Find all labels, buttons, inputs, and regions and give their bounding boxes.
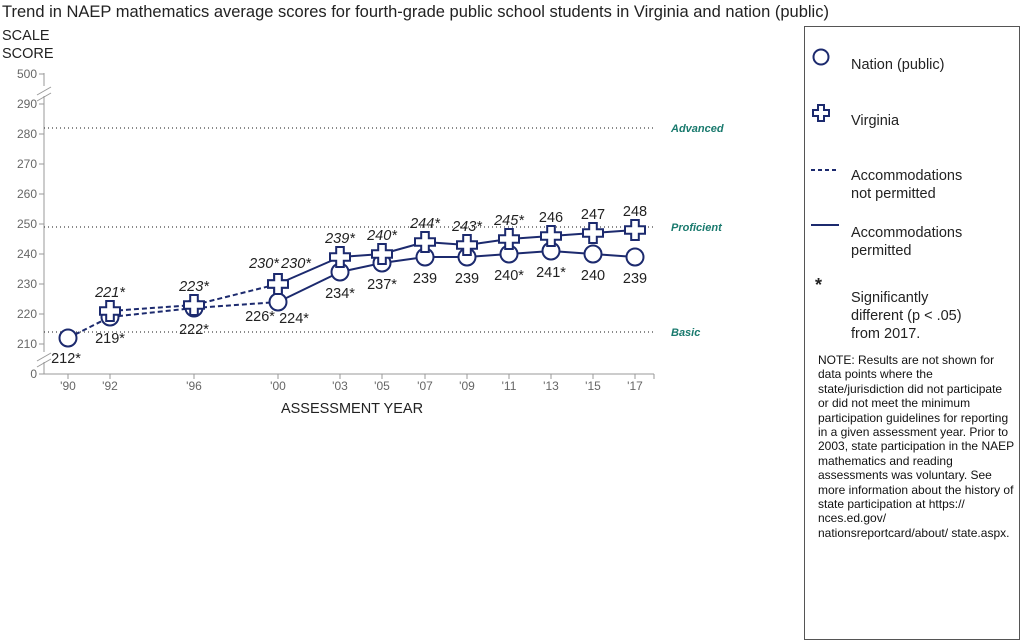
x-tick-label: '05 xyxy=(374,379,390,393)
legend-label-nation: Nation (public) xyxy=(851,57,945,73)
virginia-data-label: 243* xyxy=(451,219,483,235)
virginia-data-label: 247 xyxy=(581,207,605,223)
asterisk-icon: * xyxy=(815,275,823,295)
x-axis-title: ASSESSMENT YEAR xyxy=(281,401,423,417)
virginia-data-label: 221* xyxy=(94,285,126,301)
nation-data-label: 240 xyxy=(581,268,605,284)
virginia-data-label-2000-b: 230* xyxy=(280,256,312,272)
nation-data-label: 240* xyxy=(494,268,524,284)
x-tick-label: '17 xyxy=(627,379,643,393)
y-tick-label: 270 xyxy=(17,157,37,171)
axis-break-bottom-b xyxy=(36,358,52,368)
y-tick-label: 280 xyxy=(17,127,37,141)
dashed-line-icon xyxy=(811,169,839,171)
series-line-0 xyxy=(277,271,341,303)
y-tick-label: 250 xyxy=(17,217,37,231)
legend-label-virginia: Virginia xyxy=(851,113,900,129)
x-tick-label: '09 xyxy=(459,379,475,393)
legend-label-permitted: Accommodations permitted xyxy=(851,225,963,259)
nation-data-label: 239 xyxy=(413,271,437,287)
virginia-data-label: 240* xyxy=(366,228,398,244)
virginia-marker xyxy=(456,234,478,256)
virginia-marker-2000-not-permitted xyxy=(267,273,289,295)
y-tick-label: 210 xyxy=(17,337,37,351)
axis-break-top-b xyxy=(36,92,52,102)
x-tick-label: '00 xyxy=(270,379,286,393)
nation-marker xyxy=(583,244,603,264)
virginia-marker xyxy=(371,243,393,265)
y-tick-label: 500 xyxy=(17,67,37,81)
achievement-label-advanced: Advanced xyxy=(670,123,724,135)
solid-line-icon xyxy=(811,224,839,226)
cross-marker-icon xyxy=(812,104,830,122)
legend-label-not-permitted: Accommodations not permitted xyxy=(851,168,963,202)
y-tick-label: 290 xyxy=(17,97,37,111)
x-tick-label: '07 xyxy=(417,379,433,393)
nation-data-label: 222* xyxy=(179,322,209,338)
chart-plot: SCALE SCORE 0 210 220 230 240 250 260 270 280 290 50… xyxy=(2,28,724,417)
circle-marker-icon xyxy=(812,48,830,66)
virginia-data-label: 239* xyxy=(324,231,356,247)
x-tick-label: '11 xyxy=(502,379,517,393)
x-tick-label: '92 xyxy=(102,379,118,393)
y-tick-label: 0 xyxy=(30,367,37,381)
virginia-marker xyxy=(183,294,205,316)
legend-label-significance: Significantly different (p < .05) from 2… xyxy=(851,290,962,342)
nation-data-label: 224* xyxy=(279,311,309,327)
legend-note: NOTE: Results are not shown for data poi… xyxy=(818,353,1014,540)
series-line-0 xyxy=(193,301,279,309)
axis-break-top-a xyxy=(36,86,52,96)
virginia-data-label: 223* xyxy=(178,279,210,295)
legend: Nation (public) Virginia Accommodations … xyxy=(804,26,1020,640)
chart-title: Trend in NAEP mathematics average scores… xyxy=(2,3,829,21)
y-tick-label: 240 xyxy=(17,247,37,261)
series-line-1 xyxy=(109,304,195,312)
axis-break-bottom-a xyxy=(36,352,52,362)
series-line-1 xyxy=(193,283,279,306)
series-line-0 xyxy=(109,307,195,318)
x-tick-label: '90 xyxy=(60,379,76,393)
nation-data-label: 212* xyxy=(51,351,81,367)
virginia-marker xyxy=(329,246,351,268)
y-tick-label: 230 xyxy=(17,277,37,291)
x-tick-label: '15 xyxy=(585,379,601,393)
nation-data-label-2000-not-permitted: 226* xyxy=(245,309,275,325)
virginia-data-label: 246 xyxy=(539,210,563,226)
virginia-data-label: 244* xyxy=(409,216,441,232)
nation-data-label: 239 xyxy=(455,271,479,287)
x-tick-label: '96 xyxy=(186,379,202,393)
nation-data-label: 237* xyxy=(367,277,397,293)
y-axis-title-line2: SCORE xyxy=(2,46,54,62)
achievement-label-basic: Basic xyxy=(671,327,700,339)
virginia-marker xyxy=(582,222,604,244)
y-tick-label: 260 xyxy=(17,187,37,201)
nation-marker xyxy=(625,247,645,267)
nation-marker xyxy=(268,292,288,312)
y-axis-title-line1: SCALE xyxy=(2,28,50,44)
virginia-marker xyxy=(540,225,562,247)
nation-data-label: 219* xyxy=(95,331,125,347)
virginia-marker xyxy=(99,300,121,322)
y-tick-label: 220 xyxy=(17,307,37,321)
x-tick-label: '13 xyxy=(543,379,559,393)
virginia-data-label: 248 xyxy=(623,204,647,220)
virginia-data-label-2000-a: 230* xyxy=(248,256,280,272)
virginia-marker xyxy=(414,231,436,253)
nation-marker xyxy=(58,328,78,348)
virginia-marker xyxy=(624,219,646,241)
virginia-marker xyxy=(498,228,520,250)
virginia-data-label: 245* xyxy=(493,213,525,229)
nation-data-label: 241* xyxy=(536,265,566,281)
x-tick-label: '03 xyxy=(332,379,348,393)
nation-data-label: 234* xyxy=(325,286,355,302)
achievement-label-proficient: Proficient xyxy=(671,222,723,234)
nation-data-label: 239 xyxy=(623,271,647,287)
